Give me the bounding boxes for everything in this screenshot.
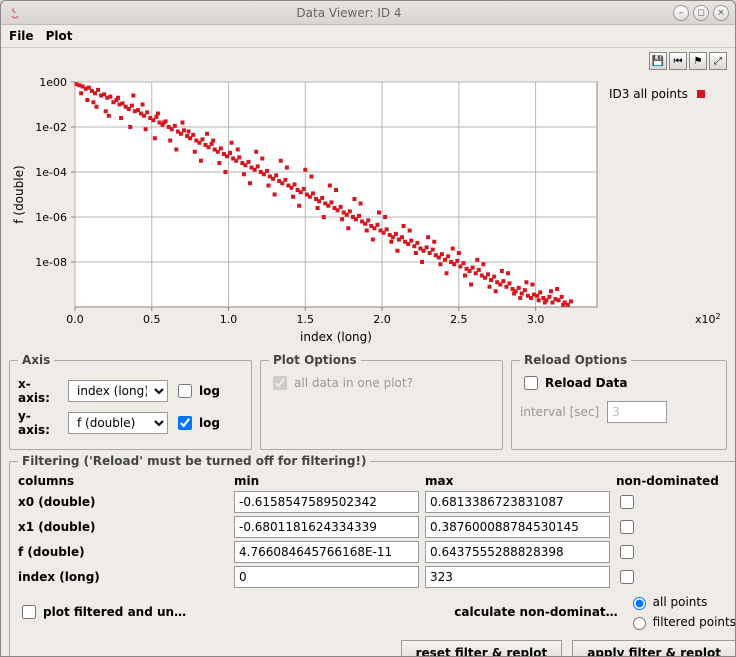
- filter-max-input[interactable]: [425, 491, 610, 513]
- all-data-label: all data in one plot?: [294, 376, 413, 390]
- filtering-legend: Filtering ('Reload' must be turned off f…: [18, 454, 370, 468]
- reset-zoom-icon[interactable]: ⏮: [669, 52, 687, 70]
- y-log-checkbox[interactable]: [178, 416, 192, 430]
- svg-text:3.0: 3.0: [527, 313, 545, 326]
- y-axis-select[interactable]: f (double): [68, 412, 168, 434]
- col-hdr-nd: non-dominated: [616, 474, 735, 488]
- filter-row-name: x1 (double): [18, 520, 228, 534]
- minimize-button[interactable]: –: [673, 5, 689, 21]
- plotopts-legend: Plot Options: [269, 353, 361, 367]
- svg-text:f (double): f (double): [12, 165, 26, 223]
- svg-text:1e00: 1e00: [39, 76, 67, 89]
- svg-text:2.0: 2.0: [373, 313, 391, 326]
- svg-text:ID3 all points: ID3 all points: [609, 87, 688, 101]
- filter-nd-checkbox[interactable]: [620, 545, 634, 559]
- calc-nd-label: calculate non-dominat…: [454, 605, 617, 619]
- filter-nd-checkbox[interactable]: [620, 570, 634, 584]
- svg-text:1.5: 1.5: [297, 313, 315, 326]
- filter-min-input[interactable]: [234, 516, 419, 538]
- svg-text:x102: x102: [695, 312, 721, 327]
- java-icon: [7, 5, 23, 21]
- svg-text:0.0: 0.0: [66, 313, 84, 326]
- col-hdr-columns: columns: [18, 474, 228, 488]
- filter-row-name: index (long): [18, 570, 228, 584]
- radio-all-points[interactable]: [633, 597, 646, 610]
- svg-text:1e-02: 1e-02: [35, 121, 67, 134]
- reload-checkbox[interactable]: [524, 376, 538, 390]
- filter-min-input[interactable]: [234, 491, 419, 513]
- reload-label[interactable]: Reload Data: [545, 376, 628, 390]
- svg-text:1e-08: 1e-08: [35, 256, 67, 269]
- x-log-checkbox[interactable]: [178, 384, 192, 398]
- col-hdr-min: min: [234, 474, 419, 488]
- filter-min-input[interactable]: [234, 566, 419, 588]
- axis-legend: Axis: [18, 353, 54, 367]
- svg-text:0.5: 0.5: [143, 313, 161, 326]
- menubar: File Plot: [1, 25, 735, 48]
- x-log-label[interactable]: log: [199, 384, 243, 398]
- filter-max-input[interactable]: [425, 516, 610, 538]
- titlebar: Data Viewer: ID 4 – ◻ ×: [1, 1, 735, 25]
- menu-plot[interactable]: Plot: [46, 29, 73, 43]
- y-axis-label: y-axis:: [18, 409, 62, 437]
- interval-input: [607, 401, 667, 423]
- x-axis-select[interactable]: index (long): [68, 380, 168, 402]
- apply-filter-button[interactable]: apply filter & replot: [572, 640, 735, 656]
- y-log-label[interactable]: log: [199, 416, 243, 430]
- menu-file[interactable]: File: [9, 29, 34, 43]
- svg-text:1e-06: 1e-06: [35, 211, 67, 224]
- filter-max-input[interactable]: [425, 566, 610, 588]
- filter-max-input[interactable]: [425, 541, 610, 563]
- interval-label: interval [sec]: [520, 405, 599, 419]
- plot-toolbar: 💾 ⏮ ⚑ ⤢: [9, 52, 727, 70]
- save-icon[interactable]: 💾: [649, 52, 667, 70]
- svg-text:1e-04: 1e-04: [35, 166, 67, 179]
- radio-all-label[interactable]: all points: [653, 595, 708, 609]
- col-hdr-max: max: [425, 474, 610, 488]
- all-data-checkbox: [273, 376, 287, 390]
- svg-text:2.5: 2.5: [450, 313, 468, 326]
- filter-nd-checkbox[interactable]: [620, 520, 634, 534]
- close-button[interactable]: ×: [713, 5, 729, 21]
- plot-filtered-label[interactable]: plot filtered and un…: [43, 605, 186, 619]
- filter-row-name: x0 (double): [18, 495, 228, 509]
- svg-text:index (long): index (long): [300, 330, 372, 344]
- expand-icon[interactable]: ⤢: [709, 52, 727, 70]
- radio-filtered-points[interactable]: [633, 617, 646, 630]
- window-title: Data Viewer: ID 4: [29, 6, 669, 20]
- flag-icon[interactable]: ⚑: [689, 52, 707, 70]
- radio-filtered-label[interactable]: filtered points: [653, 615, 735, 629]
- maximize-button[interactable]: ◻: [693, 5, 709, 21]
- filter-row-name: f (double): [18, 545, 228, 559]
- plot-filtered-checkbox[interactable]: [22, 605, 36, 619]
- reset-filter-button[interactable]: reset filter & replot: [401, 640, 563, 656]
- svg-text:1.0: 1.0: [220, 313, 238, 326]
- reload-legend: Reload Options: [520, 353, 631, 367]
- filter-min-input[interactable]: [234, 541, 419, 563]
- x-axis-label: x-axis:: [18, 377, 62, 405]
- filter-nd-checkbox[interactable]: [620, 495, 634, 509]
- scatter-plot[interactable]: 0.0 0.5 1.0 1.5 2.0 2.5 3.0 1e00 1e-02 1e-04 1e-06…: [9, 72, 727, 347]
